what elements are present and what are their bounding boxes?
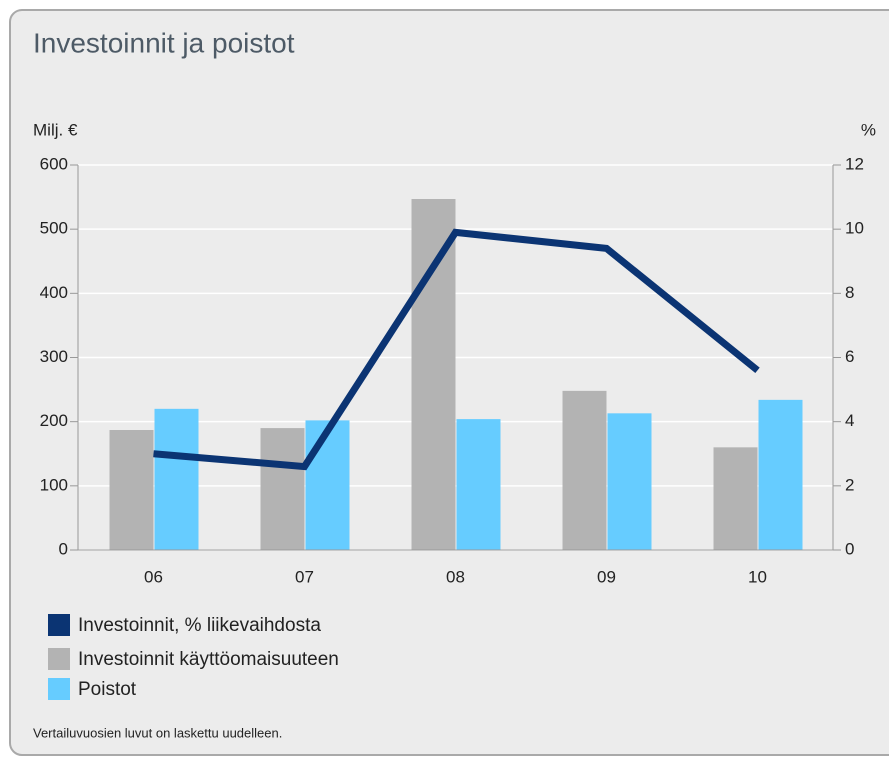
y2-tick-label: 6 xyxy=(845,347,854,366)
bar xyxy=(562,390,607,550)
x-tick-label: 07 xyxy=(295,567,314,586)
line xyxy=(153,228,760,471)
y-tick-label: 500 xyxy=(40,219,68,238)
legend-swatch xyxy=(48,678,70,700)
bar xyxy=(154,408,199,550)
y2-tick-label: 8 xyxy=(845,283,854,302)
y2-axis-label: % xyxy=(861,120,876,139)
x-tick-label: 08 xyxy=(446,567,465,586)
bar xyxy=(411,199,456,550)
y-tick-label: 100 xyxy=(40,475,68,494)
y-tick-label: 200 xyxy=(40,411,68,430)
chart-title: Investoinnit ja poistot xyxy=(33,27,295,58)
y2-tick-label: 2 xyxy=(845,475,854,494)
footnote: Vertailuvuosien luvut on laskettu uudell… xyxy=(33,725,282,740)
legend-label: Investoinnit, % liikevaihdosta xyxy=(78,615,321,636)
bar xyxy=(713,447,758,550)
y-axis-label: Milj. € xyxy=(33,120,78,139)
bar xyxy=(109,430,154,550)
x-tick-label: 06 xyxy=(144,567,163,586)
y2-tick-label: 12 xyxy=(845,154,864,173)
x-tick-label: 10 xyxy=(748,567,767,586)
bar xyxy=(758,399,803,550)
legend-label: Investoinnit käyttöomaisuuteen xyxy=(78,649,339,670)
y2-tick-label: 4 xyxy=(845,411,854,430)
y-tick-label: 300 xyxy=(40,347,68,366)
x-tick-label: 09 xyxy=(597,567,616,586)
bar xyxy=(456,419,501,550)
y2-tick-label: 10 xyxy=(845,219,864,238)
bar xyxy=(260,428,305,550)
y-tick-label: 600 xyxy=(40,154,68,173)
y2-tick-label: 0 xyxy=(845,539,854,558)
legend-label: Poistot xyxy=(78,679,137,700)
y-tick-label: 400 xyxy=(40,283,68,302)
bar xyxy=(607,413,652,550)
legend-swatch xyxy=(48,648,70,670)
y-tick-label: 0 xyxy=(59,539,68,558)
bar xyxy=(305,420,350,550)
legend-swatch xyxy=(48,614,70,636)
